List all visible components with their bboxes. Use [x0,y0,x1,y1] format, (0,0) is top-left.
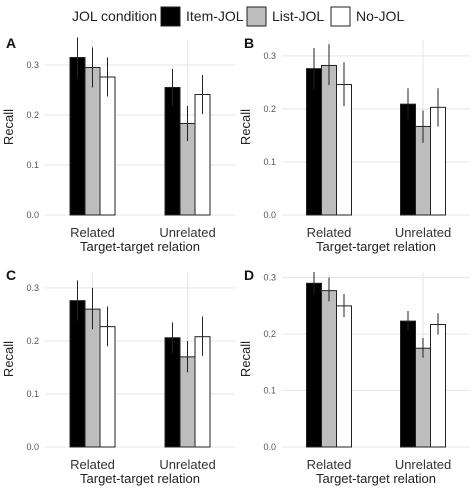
legend-swatch-no-jol [330,6,351,27]
y-tick-label: 0.1 [26,389,39,399]
bar-d-no-jol-related [336,305,352,448]
bar-a-item-jol-related [69,57,86,216]
x-category-label: Unrelated [159,457,215,472]
x-category-label: Related [307,457,352,472]
bar-b-item-jol-related [306,68,322,216]
legend-swatch-list-jol [246,6,267,27]
x-category-label: Unrelated [159,225,215,240]
panel-letter: D [244,267,254,283]
y-axis-title: Recall [238,109,253,145]
legend-label-list-jol: List-JOL [272,8,324,24]
x-category-label: Related [307,225,352,240]
y-tick-label: 0.0 [26,210,39,220]
chart-panel-a: 0.0 0.1 0.2 0.3 Related UnrelatedTarget-targe… [1,35,235,254]
chart-panel-d: 0.0 0.1 0.2 0.3 Related UnrelatedTarget-targe… [238,267,470,486]
x-category-label: Related [70,457,115,472]
legend-label-item-jol: Item-JOL [186,8,244,24]
y-tick-label: 0.0 [263,210,276,220]
y-tick-label: 0.1 [263,157,276,167]
bar-b-item-jol-unrelated [400,103,416,216]
x-axis-title: Target-target relation [80,239,200,254]
panel-letter: C [6,267,16,283]
y-tick-label: 0.1 [26,160,39,170]
panel-letter: A [6,35,16,51]
y-axis-title: Recall [238,341,253,377]
y-tick-label: 0.3 [263,273,276,283]
y-axis-title: Recall [1,341,16,377]
bar-a-list-jol-related [84,67,101,216]
bar-a-item-jol-unrelated [164,87,181,216]
bar-c-list-jol-related [84,308,101,448]
bar-c-item-jol-related [69,300,86,448]
y-tick-label: 0.1 [263,386,276,396]
legend-label-no-jol: No-JOL [356,8,404,24]
bar-b-list-jol-related [321,64,337,216]
y-tick-label: 0.0 [26,442,39,452]
x-axis-title: Target-target relation [316,239,436,254]
chart-panel-b: 0.0 0.1 0.2 0.3 Related UnrelatedTarget-targe… [238,35,470,254]
y-tick-label: 0.2 [26,336,39,346]
bar-d-item-jol-unrelated [400,320,416,448]
y-tick-label: 0.2 [263,104,276,114]
panel-letter: B [244,35,254,51]
y-tick-label: 0.2 [263,329,276,339]
bar-d-item-jol-related [306,282,322,448]
legend: JOL condition Item-JOL List-JOL No-JOL [72,6,404,27]
bar-d-list-jol-related [321,290,337,448]
y-tick-label: 0.3 [263,51,276,61]
x-category-label: Related [70,225,115,240]
chart-panel-c: 0.0 0.1 0.2 0.3 Related UnrelatedTarget-targe… [1,267,235,486]
bar-a-no-jol-related [99,76,116,216]
legend-swatch-item-jol [160,6,181,27]
legend-title: JOL condition [72,8,157,24]
y-tick-label: 0.2 [26,110,39,120]
x-category-label: Unrelated [395,225,451,240]
x-axis-title: Target-target relation [316,471,436,486]
x-category-label: Unrelated [395,457,451,472]
bar-d-list-jol-unrelated [415,347,431,448]
y-tick-label: 0.3 [26,283,39,293]
bar-c-item-jol-unrelated [164,337,181,448]
y-tick-label: 0.0 [263,442,276,452]
bar-d-no-jol-unrelated [430,324,446,448]
x-axis-title: Target-target relation [80,471,200,486]
y-tick-label: 0.3 [26,60,39,70]
y-axis-title: Recall [1,109,16,145]
